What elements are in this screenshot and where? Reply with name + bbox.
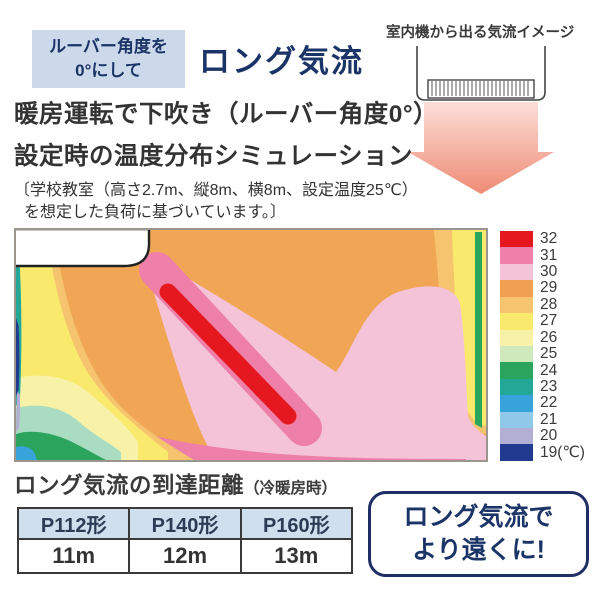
scale-label-30: 30	[540, 263, 558, 281]
description-text: 暖房運転で下吹き（ルーバー角度0°） 設定時の温度分布シミュレーション	[14, 94, 438, 178]
condition-note: 〔学校教室（高さ2.7m、縦8m、横8m、設定温度25℃） を想定した負荷に基づ…	[14, 180, 418, 224]
description-line1: 暖房運転で下吹き（ルーバー角度0°）	[14, 101, 439, 128]
scale-label-22: 22	[540, 394, 558, 412]
reach-heading-note: （冷暖房時）	[244, 480, 338, 497]
scale-swatch-25	[500, 345, 533, 363]
table-value-p140: 12m	[128, 538, 242, 574]
table-header-p140: P140形	[128, 507, 242, 540]
scale-label-23: 23	[540, 378, 558, 396]
scale-row-27: 27	[500, 312, 585, 330]
scale-row-30: 30	[500, 263, 585, 281]
temperature-scale-legend: 32 31 30 29 28 27 26 25 24 23 22 21 20 19(℃)	[500, 230, 585, 462]
reach-section-heading: ロング気流の到達距離（冷暖房時）	[14, 468, 337, 500]
scale-swatch-31	[500, 247, 533, 264]
reach-heading-text: ロング気流の到達距離	[14, 473, 245, 498]
scale-row-32: 32	[500, 230, 585, 248]
note-line1: 〔学校教室（高さ2.7m、縦8m、横8m、設定温度25℃）	[14, 182, 418, 199]
scale-label-32: 32	[540, 230, 558, 248]
scale-row-23: 23	[500, 378, 585, 396]
scale-label-28: 28	[540, 295, 558, 313]
scale-label-20: 20	[540, 427, 558, 445]
scale-label-29: 29	[540, 279, 558, 297]
scale-row-31: 31	[500, 246, 585, 264]
scale-row-29: 29	[500, 279, 585, 297]
reach-distance-table: P112形 P140形 P160形 11m 12m 13m	[16, 507, 354, 574]
scale-row-19: 19(℃)	[500, 444, 585, 462]
heatmap-contours	[16, 230, 486, 460]
table-value-p160: 13m	[239, 538, 354, 574]
scale-swatch-27	[500, 313, 533, 330]
scale-label-27: 27	[540, 312, 558, 330]
scale-label-25: 25	[540, 345, 558, 363]
scale-row-25: 25	[500, 345, 585, 363]
cta-line2: より遠くに!	[412, 536, 545, 564]
temperature-distribution-heatmap	[14, 228, 488, 462]
scale-label-31: 31	[540, 246, 558, 264]
badge-line1: ルーバー角度を	[49, 37, 168, 56]
scale-swatch-23	[500, 378, 533, 396]
table-header-p112: P112形	[16, 507, 131, 540]
scale-swatch-26	[500, 329, 533, 346]
scale-swatch-20	[500, 428, 533, 445]
scale-label-24: 24	[540, 361, 558, 379]
scale-swatch-29	[500, 280, 533, 297]
cta-line1: ロング気流で	[403, 503, 554, 531]
table-value-row: 11m 12m 13m	[16, 538, 354, 574]
scale-row-21: 21	[500, 410, 585, 429]
page-title: ロング気流	[199, 44, 364, 79]
scale-label-19: 19(℃)	[540, 444, 585, 462]
table-header-p160: P160形	[239, 507, 354, 540]
scale-row-20: 20	[500, 427, 585, 445]
scale-swatch-24	[500, 362, 533, 379]
scale-row-22: 22	[500, 394, 585, 412]
table-value-p112: 11m	[16, 538, 131, 574]
scale-row-24: 24	[500, 361, 585, 379]
louver-angle-badge: ルーバー角度を 0°にして	[32, 30, 185, 88]
scale-row-26: 26	[500, 328, 585, 346]
scale-label-26: 26	[540, 328, 558, 346]
scale-swatch-32	[500, 231, 533, 248]
scale-swatch-28	[500, 296, 533, 314]
scale-swatch-22	[500, 395, 533, 412]
note-line2: を想定した負荷に基づいています。〕	[24, 204, 286, 221]
badge-line2: 0°にして	[75, 61, 142, 80]
airflow-caption: 室内機から出る気流イメージ	[386, 25, 575, 41]
scale-label-21: 21	[540, 410, 558, 428]
indoor-unit-arrow-icon	[408, 46, 554, 194]
scale-swatch-19	[500, 444, 533, 461]
table-header-row: P112形 P140形 P160形	[16, 507, 354, 540]
indoor-unit-airflow-illustration	[400, 44, 585, 201]
description-line2: 設定時の温度分布シミュレーション	[14, 143, 414, 170]
scale-swatch-30	[500, 263, 533, 281]
cta-box: ロング気流で より遠くに!	[368, 491, 589, 577]
scale-swatch-21	[500, 411, 533, 429]
scale-row-28: 28	[500, 295, 585, 314]
